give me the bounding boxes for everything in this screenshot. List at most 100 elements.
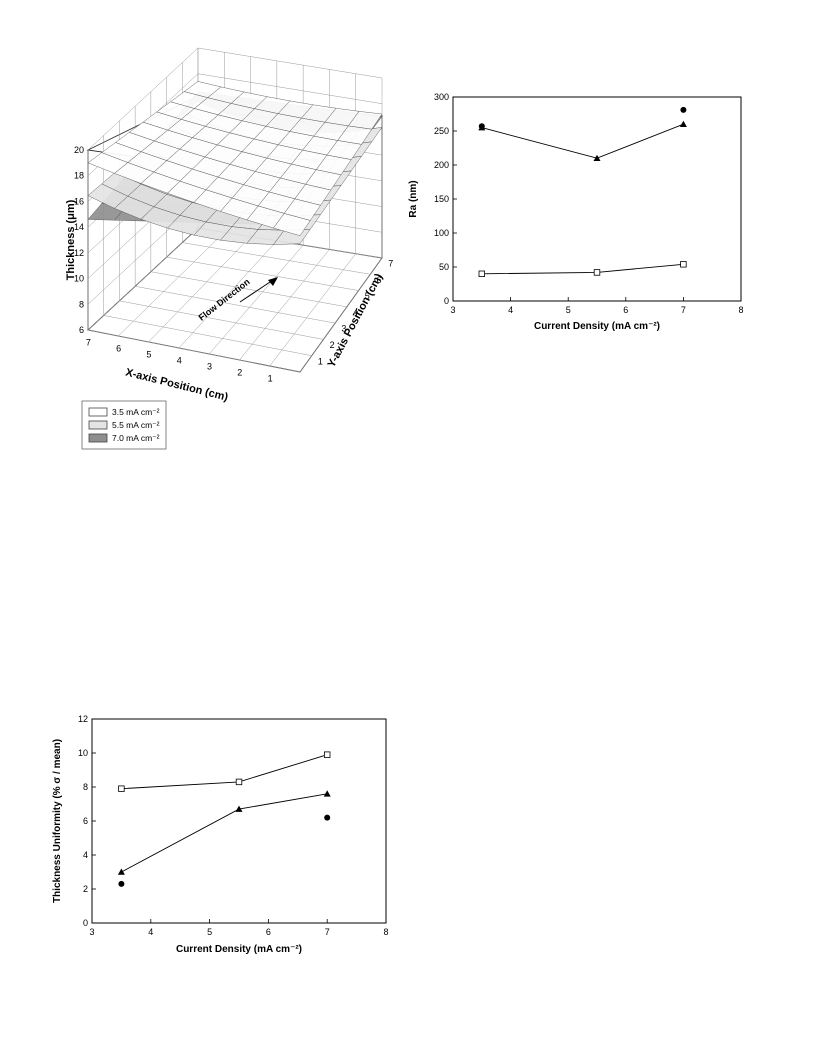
circle-marker [478,123,485,130]
square-marker [323,751,331,758]
y-tick-label: 6 [83,816,88,826]
y-axis-label: Thickness Uniformity (% σ / mean) [52,739,63,903]
y-tick-labels: 0 2 4 6 8 10 12 [78,714,96,928]
x-tick-label: 6 [266,927,271,937]
surface-layer-1 [87,81,383,236]
x-tick-label: 4 [508,305,513,315]
triangle-marker [323,790,331,797]
series-line-2 [481,263,684,275]
triangle-marker [117,868,125,875]
x-tick-label: 5 [207,927,212,937]
wall-grid-line [87,227,383,331]
x-axis-label: Current Density (mA cm⁻²) [176,944,302,955]
y-tick-label: 1 [318,356,323,366]
legend-swatch-2 [88,420,108,430]
floor-grid-line [208,244,304,355]
x-tick-label: 3 [450,305,455,315]
square-marker [118,785,125,792]
y-tick-label: 12 [78,714,88,724]
z-tick-label: 6 [79,325,84,335]
legend-swatch-1 [88,407,108,417]
series-lines [481,123,684,275]
x-tick-label: 5 [566,305,571,315]
x-tick-label: 1 [268,373,273,383]
series-line-2 [121,793,328,873]
z-axis-label: Thickness (μm) [65,199,77,280]
floor-grid-line [166,256,359,291]
x-tick-label: 7 [86,337,91,347]
floor-grid-line [239,249,330,361]
y-tick-label: 50 [439,262,449,272]
square-marker [478,270,485,277]
surface-patch [273,213,311,236]
x-tick-label: 3 [89,927,94,937]
floor-grid-line [119,300,324,340]
floor-grid-line [135,286,336,324]
floor-grid-line [269,253,356,367]
z-tick-label: 18 [74,171,84,181]
y-tick-label: 200 [434,160,449,170]
uniformity-chart: 3 4 5 6 7 8 0 2 4 6 8 10 12 Current Density (mA cm⁻… [52,714,389,955]
y-tick-label: 10 [78,748,88,758]
y-tick-label: 7 [388,259,393,269]
floor-grid-line [87,329,301,373]
z-tick-label: 10 [74,274,84,284]
z-tick-label: 8 [79,299,84,309]
series-markers [478,106,687,277]
series-lines [121,754,328,873]
y-tick-label: 150 [434,194,449,204]
circle-marker [118,880,125,887]
floor-grid-line [178,240,278,349]
x-tick-label: 7 [325,927,330,937]
y-tick-label: 3 [341,324,346,334]
y-tick-label: 4 [353,307,358,317]
square-marker [593,269,601,276]
x-tick-label: 6 [623,305,628,315]
y-tick-label: 2 [83,884,88,894]
z-ticks: 6 8 10 12 14 16 18 20 [74,145,84,335]
x-axis-label: X-axis Position (cm) [124,367,229,404]
x-tick-label: 8 [383,927,388,937]
floor-grid-line [118,232,225,337]
x-tick-labels: 3 4 5 6 7 8 [450,297,744,315]
x-axis-label: Current Density (mA cm⁻²) [534,321,660,332]
flow-arrow-head [268,277,278,286]
floor-grid-line [182,242,371,275]
x-tick-labels: 3 4 5 6 7 8 [89,919,389,937]
circle-marker [324,814,331,821]
y-tick-label: 250 [434,126,449,136]
circle-marker [680,106,687,113]
floor-grid-line [148,236,251,343]
z-tick-label: 20 [74,145,84,155]
x-tick-label: 6 [116,343,121,353]
y-tick-label: 300 [434,92,449,102]
floor-grid-line [299,257,383,373]
y-tick-label: 8 [83,782,88,792]
x-tick-label: 8 [738,305,743,315]
series-line-1 [121,754,328,790]
legend-swatch-3 [88,433,108,443]
triangle-marker [679,120,687,127]
y-tick-labels: 0 50 100 150 200 250 300 [434,92,457,306]
triangle-marker [593,154,601,161]
y-tick-label: 6 [376,275,381,285]
series-line-1 [481,123,684,159]
plot-frame [91,718,387,924]
legend-label-3: 7.0 mA cm⁻² [112,433,160,443]
y-tick-label: 5 [365,291,370,301]
z-tick-label: 12 [74,248,84,258]
legend-label-1: 3.5 mA cm⁻² [112,407,160,417]
y-axis-label: Ra (nm) [408,180,419,217]
ra-chart: 3 4 5 6 7 8 0 50 100 150 200 250 300 Current Densit… [408,92,744,332]
z-tick-label: 16 [74,196,84,206]
y-axis-label: Y-axis Position (cm) [326,271,386,369]
floor-grid-line [103,315,312,356]
x-tick-label: 3 [207,361,212,371]
legend-label-2: 5.5 mA cm⁻² [112,420,160,430]
x-tick-label: 4 [148,927,153,937]
y-tick-label: 4 [83,850,88,860]
y-tick-label: 0 [444,296,449,306]
floor-grid-line [150,271,347,308]
